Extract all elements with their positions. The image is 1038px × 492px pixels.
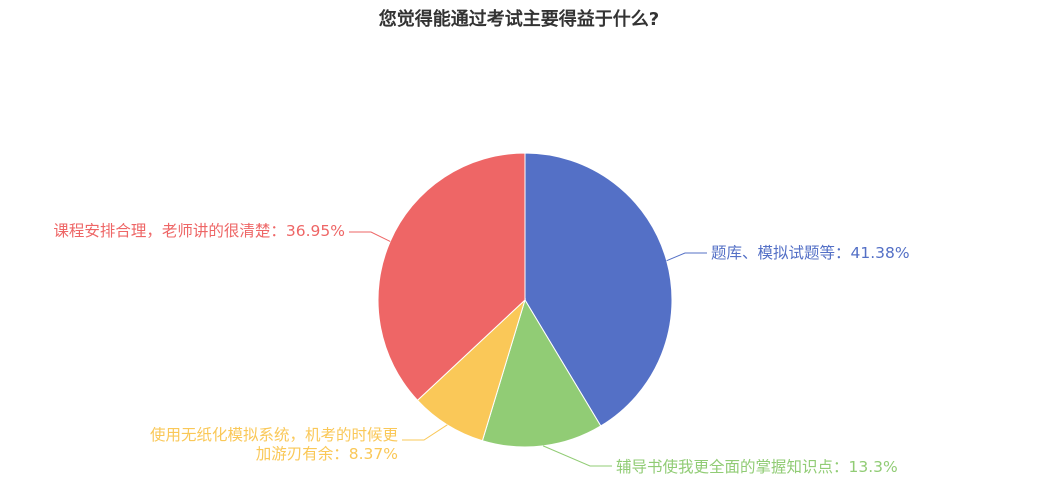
- pie-slices: [377, 152, 673, 448]
- pie-slice-fudaoshu[interactable]: [481, 298, 602, 448]
- slice-label-tiku: 题库、模拟试题等：41.38%: [711, 244, 910, 262]
- pie-slice-tiku[interactable]: [524, 152, 673, 427]
- slice-label-kecheng: 课程安排合理，老师讲的很清楚：36.95%: [53, 222, 345, 240]
- leader-line-tiku: [666, 252, 707, 262]
- leader-line-fudaoshu: [542, 445, 612, 467]
- pie-slice-kecheng[interactable]: [377, 152, 526, 401]
- slice-label-wuzhihua-line2: 加游刃有余：8.37%: [256, 444, 398, 463]
- leader-line-kecheng: [349, 231, 391, 242]
- chart-title: 您觉得能通过考试主要得益于什么?: [379, 8, 659, 30]
- leader-line-wuzhihua: [402, 424, 448, 441]
- slice-label-fudaoshu: 辅导书使我更全面的掌握知识点：13.3%: [616, 458, 898, 476]
- leader-lines: [349, 231, 707, 467]
- slice-label-wuzhihua-line1: 使用无纸化模拟系统，机考的时候更: [150, 426, 399, 444]
